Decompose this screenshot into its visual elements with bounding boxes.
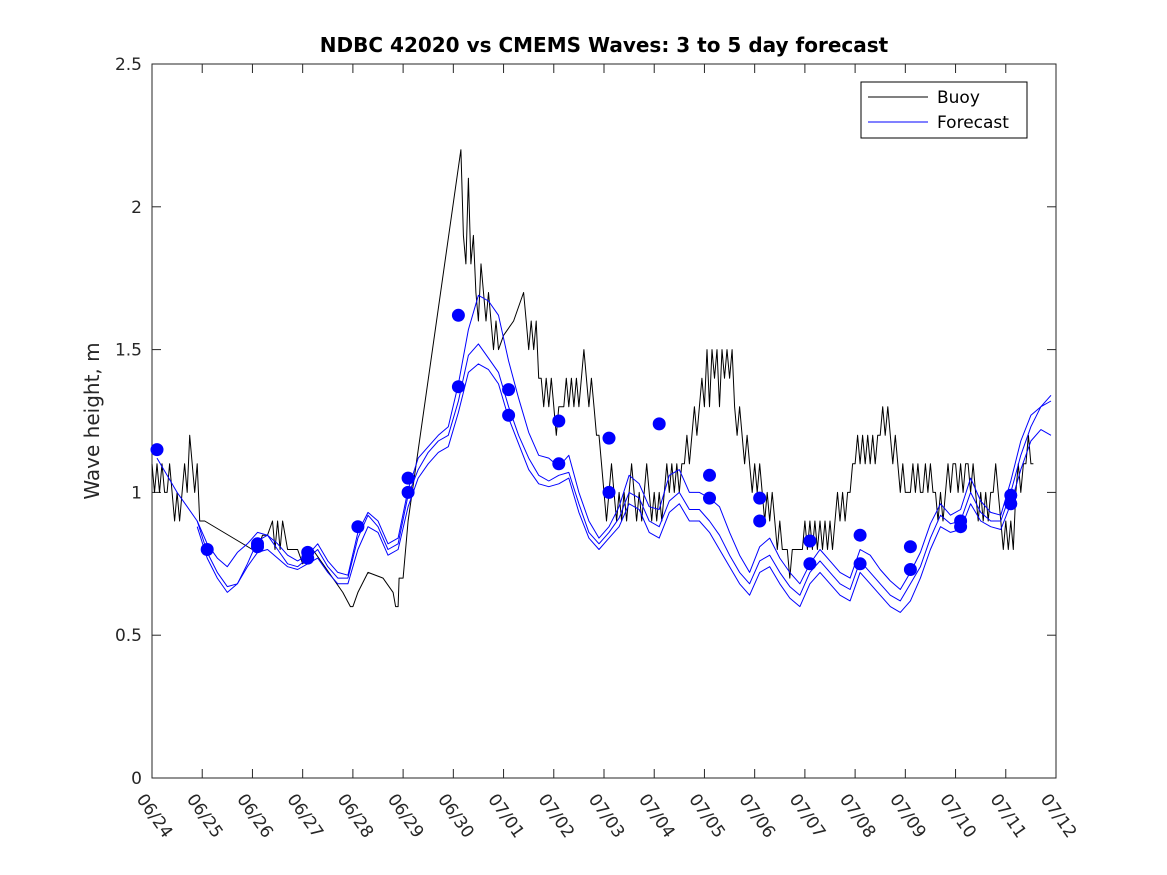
forecast-marker bbox=[301, 551, 315, 565]
forecast-marker bbox=[451, 380, 465, 394]
forecast-marker bbox=[903, 540, 917, 554]
forecast-marker bbox=[401, 471, 415, 485]
forecast-marker bbox=[853, 528, 867, 542]
forecast-line-2 bbox=[196, 343, 1052, 602]
y-tick-label: 1.5 bbox=[115, 341, 142, 361]
forecast-marker bbox=[552, 457, 566, 471]
forecast-marker bbox=[753, 514, 767, 528]
legend-forecast-label: Forecast bbox=[937, 113, 1009, 133]
y-axis-label: Wave height, m bbox=[80, 342, 104, 499]
chart-title: NDBC 42020 vs CMEMS Waves: 3 to 5 day fo… bbox=[320, 33, 889, 57]
y-tick-label: 0.5 bbox=[115, 626, 142, 646]
legend-buoy-label: Buoy bbox=[937, 88, 980, 108]
forecast-marker bbox=[903, 563, 917, 576]
forecast-marker bbox=[602, 485, 616, 499]
forecast-marker bbox=[803, 557, 817, 571]
forecast-marker bbox=[502, 408, 516, 422]
forecast-marker bbox=[451, 308, 465, 322]
forecast-marker bbox=[753, 491, 767, 505]
forecast-marker bbox=[502, 383, 516, 397]
forecast-marker bbox=[652, 417, 666, 431]
y-tick-label: 1 bbox=[131, 483, 142, 503]
forecast-marker bbox=[803, 534, 817, 548]
y-tick-label: 2.5 bbox=[115, 55, 142, 75]
forecast-marker bbox=[200, 543, 214, 556]
forecast-marker bbox=[251, 537, 264, 551]
forecast-line-3 bbox=[196, 363, 1052, 613]
forecast-marker bbox=[351, 520, 365, 534]
forecast-marker bbox=[150, 443, 164, 457]
forecast-marker bbox=[703, 468, 716, 482]
forecast-marker bbox=[853, 557, 867, 571]
forecast-marker bbox=[602, 431, 616, 445]
forecast-marker bbox=[1004, 497, 1018, 511]
forecast-marker bbox=[954, 520, 968, 534]
forecast-marker bbox=[552, 414, 566, 428]
y-tick-label: 2 bbox=[131, 198, 142, 218]
y-tick-label: 0 bbox=[131, 769, 142, 789]
forecast-marker bbox=[703, 491, 716, 505]
legend-box bbox=[860, 81, 1028, 139]
buoy-line bbox=[151, 149, 1034, 608]
legend: Buoy Forecast bbox=[860, 81, 1028, 139]
forecast-marker bbox=[401, 485, 415, 499]
